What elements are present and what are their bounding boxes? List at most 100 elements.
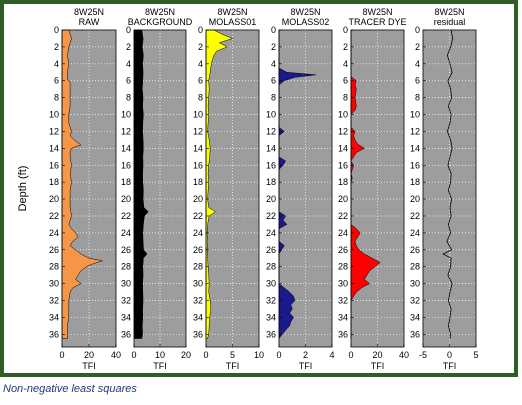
y-tick-label: 10 [49, 110, 59, 120]
y-tick-label: 28 [266, 262, 276, 272]
y-tick-label: 24 [49, 228, 59, 238]
y-tick-label: 0 [415, 25, 420, 35]
y-tick-label: 28 [49, 262, 59, 272]
depth-profile-plots: Depth (ft)024681012141618202224262830323… [17, 7, 479, 371]
y-tick-label: 0 [126, 25, 131, 35]
y-tick-label: 34 [49, 312, 59, 322]
y-tick-label: 16 [338, 160, 348, 170]
y-tick-label: 8 [415, 93, 420, 103]
y-tick-label: 18 [410, 177, 420, 187]
y-tick-label: 28 [121, 262, 131, 272]
y-tick-label: 2 [126, 42, 131, 52]
y-tick-label: 4 [198, 59, 203, 69]
y-tick-label: 26 [193, 245, 203, 255]
chart-title-line2: RAW [79, 17, 100, 27]
y-tick-label: 24 [338, 228, 348, 238]
y-tick-label: 8 [198, 93, 203, 103]
chart-title-line1: 8W25N [290, 7, 320, 17]
y-tick-label: 10 [193, 110, 203, 120]
y-tick-label: 6 [343, 76, 348, 86]
series-line-6 [442, 29, 454, 339]
x-tick-label: 10 [254, 350, 264, 360]
y-tick-label: 36 [338, 329, 348, 339]
y-tick-label: 34 [193, 312, 203, 322]
x-tick-label: 10 [155, 350, 165, 360]
y-tick-label: 20 [338, 194, 348, 204]
x-axis-label: TFI [443, 361, 457, 371]
y-tick-label: 26 [338, 245, 348, 255]
y-tick-label: 8 [126, 93, 131, 103]
x-tick-label: 5 [230, 350, 235, 360]
y-tick-label: 22 [121, 211, 131, 221]
y-axis-label: Depth (ft) [17, 166, 29, 212]
x-tick-label: 0 [131, 350, 136, 360]
y-tick-label: 20 [193, 194, 203, 204]
x-tick-label: 0 [447, 350, 452, 360]
y-tick-label: 26 [266, 245, 276, 255]
figure-caption: Non-negative least squares [3, 383, 137, 395]
y-tick-label: 22 [49, 211, 59, 221]
y-tick-label: 20 [121, 194, 131, 204]
y-tick-label: 20 [49, 194, 59, 204]
x-tick-label: 40 [111, 350, 121, 360]
series-area-1 [61, 29, 103, 339]
y-tick-label: 32 [338, 296, 348, 306]
x-axis-label: TFI [153, 361, 167, 371]
y-tick-label: 34 [410, 312, 420, 322]
y-tick-label: 22 [193, 211, 203, 221]
y-tick-label: 34 [121, 312, 131, 322]
y-tick-label: 12 [121, 126, 131, 136]
y-tick-label: 30 [266, 279, 276, 289]
y-tick-label: 6 [126, 76, 131, 86]
series-area-3 [205, 29, 234, 339]
x-tick-label: 40 [399, 350, 409, 360]
y-tick-label: 8 [54, 93, 59, 103]
y-tick-label: 4 [54, 59, 59, 69]
y-tick-label: 36 [193, 329, 203, 339]
series-area-2 [133, 29, 149, 339]
x-tick-label: 5 [473, 350, 478, 360]
y-tick-label: 16 [193, 160, 203, 170]
y-tick-label: 36 [266, 329, 276, 339]
x-tick-label: 20 [181, 350, 191, 360]
y-tick-label: 34 [338, 312, 348, 322]
y-tick-label: 12 [193, 126, 203, 136]
x-tick-label: 20 [372, 350, 382, 360]
y-tick-label: 16 [121, 160, 131, 170]
y-tick-label: 24 [410, 228, 420, 238]
y-tick-label: 0 [54, 25, 59, 35]
y-tick-label: 18 [193, 177, 203, 187]
y-tick-label: 6 [415, 76, 420, 86]
y-tick-label: 36 [121, 329, 131, 339]
chart-title-line2: residual [434, 17, 466, 27]
y-tick-label: 14 [410, 143, 420, 153]
x-tick-label: 0 [59, 350, 64, 360]
y-tick-label: 22 [338, 211, 348, 221]
x-axis-label: TFI [299, 361, 313, 371]
y-tick-label: 28 [193, 262, 203, 272]
x-tick-label: 0 [348, 350, 353, 360]
y-tick-label: 2 [198, 42, 203, 52]
y-tick-label: 14 [266, 143, 276, 153]
y-tick-label: 16 [49, 160, 59, 170]
y-tick-label: 2 [271, 42, 276, 52]
y-tick-label: 4 [343, 59, 348, 69]
y-tick-label: 10 [121, 110, 131, 120]
y-tick-label: 12 [49, 126, 59, 136]
plot-area-5 [351, 30, 404, 347]
figure-panel: Depth (ft) 0 2 4 6 8 10 12 14 16 18 20 22 24 26 28 30 32 3… [4, 4, 514, 373]
y-tick-label: 2 [343, 42, 348, 52]
y-tick-label: 12 [410, 126, 420, 136]
y-tick-label: 10 [410, 110, 420, 120]
chart-title-line1: 8W25N [434, 7, 464, 17]
y-tick-label: 28 [410, 262, 420, 272]
y-tick-label: 24 [121, 228, 131, 238]
y-tick-label: 32 [121, 296, 131, 306]
y-tick-label: 30 [338, 279, 348, 289]
x-tick-label: 0 [276, 350, 281, 360]
y-tick-label: 34 [266, 312, 276, 322]
y-tick-label: 32 [266, 296, 276, 306]
chart-title-line2: BACKGROUND [128, 17, 193, 27]
chart-title-line1: 8W25N [362, 7, 392, 17]
y-tick-label: 32 [49, 296, 59, 306]
